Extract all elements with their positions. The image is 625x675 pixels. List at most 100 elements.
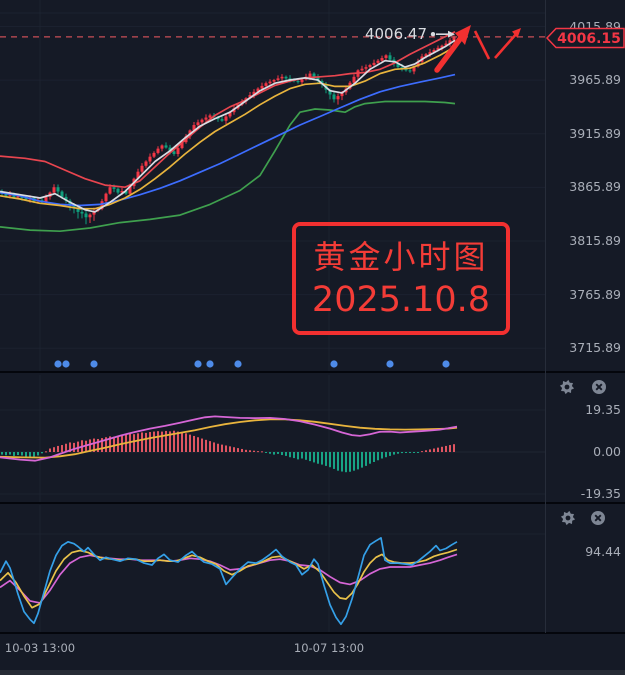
bottom-edge-strip (0, 670, 625, 675)
macd-histogram-bar (321, 452, 323, 465)
macd-histogram-bar (53, 447, 55, 452)
macd-histogram-bar (377, 452, 379, 461)
macd-histogram-bar (397, 452, 399, 454)
macd-histogram-bar (57, 445, 59, 452)
candle-body (196, 122, 200, 126)
macd-histogram-bar (165, 430, 167, 452)
macd-histogram-bar (221, 444, 223, 452)
candle-body (148, 156, 152, 162)
panel-separator-macd-kdj[interactable] (0, 502, 625, 504)
macd-histogram-bar (45, 451, 47, 453)
macd-panel[interactable] (0, 415, 458, 473)
candle-body (268, 81, 272, 84)
forecast-down-stroke (473, 30, 491, 60)
candle-body (152, 152, 156, 157)
kdj-d-line (0, 548, 458, 609)
macd-histogram-bar (277, 452, 279, 454)
macd-settings-icon[interactable] (559, 379, 575, 395)
kdj-settings-icon[interactable] (560, 510, 576, 526)
macd-histogram-bar (309, 452, 311, 462)
macd-histogram-bar (337, 452, 339, 471)
candle-body (388, 55, 392, 60)
candle-body (80, 211, 84, 214)
candle-body (332, 94, 336, 100)
macd-histogram-bar (265, 452, 267, 453)
candle-body (144, 161, 148, 166)
macd-histogram-bar (405, 452, 407, 453)
macd-histogram-bar (357, 452, 359, 470)
macd-close-icon[interactable] (592, 380, 606, 394)
candle-body (364, 67, 368, 69)
macd-histogram-bar (305, 452, 307, 460)
candle-body (156, 148, 160, 153)
price-axis-border (545, 0, 546, 633)
macd-histogram-bar (297, 452, 299, 460)
kdj-panel[interactable] (0, 537, 458, 626)
candle-body (128, 186, 132, 194)
candle-body (116, 188, 120, 193)
signal-dot (386, 360, 394, 368)
macd-histogram-bar (13, 452, 15, 456)
candle-body (440, 45, 444, 48)
candle-body (4, 193, 8, 196)
macd-histogram-bar (261, 451, 263, 453)
macd-histogram-bar (425, 450, 427, 452)
macd-histogram-bar (49, 448, 51, 452)
macd-histogram-bar (157, 431, 159, 452)
gear-hole (564, 384, 570, 390)
candle-body (276, 78, 280, 81)
macd-histogram-bar (245, 449, 247, 452)
candle-body (112, 187, 116, 189)
macd-histogram-bar (169, 431, 171, 452)
candle-body (408, 70, 412, 72)
macd-histogram-bar (345, 452, 347, 473)
candle-body (100, 201, 104, 209)
candle-body (248, 95, 252, 99)
macd-histogram-bar (21, 452, 23, 456)
candle-body (448, 40, 452, 44)
macd-histogram-bar (77, 441, 79, 452)
drawing-annotation-box[interactable]: 黄金小时图 2025.10.8 (292, 222, 510, 335)
candle-body (228, 112, 232, 117)
macd-histogram-bar (133, 434, 135, 452)
macd-histogram-bar (229, 446, 231, 452)
candle-body (172, 151, 176, 154)
macd-histogram-bar (429, 449, 431, 452)
candle-body (192, 125, 196, 131)
macd-histogram-bar (413, 452, 415, 453)
candle-body (104, 193, 108, 202)
macd-histogram-bar (105, 437, 107, 452)
drawn-arrows[interactable] (434, 25, 521, 73)
signal-dot (330, 360, 338, 368)
candle-body (372, 62, 376, 65)
gridlines (0, 12, 545, 453)
macd-histogram-bar (333, 452, 335, 469)
candle-body (60, 191, 64, 197)
candle-body (428, 52, 432, 55)
candle-body (56, 187, 60, 192)
kdj-j-line (0, 553, 458, 604)
macd-histogram-bar (417, 452, 419, 453)
macd-histogram-bar (437, 447, 439, 452)
candle-body (260, 85, 264, 89)
candle-body (168, 147, 172, 152)
candle-body (208, 115, 212, 118)
macd-histogram-bar (257, 451, 259, 453)
candle-body (264, 83, 268, 86)
macd-histogram-bar (433, 448, 435, 452)
candle-body (252, 91, 256, 96)
panel-separator-main-macd[interactable] (0, 371, 625, 373)
close-x-stroke (594, 514, 602, 522)
ma_fast-line (0, 39, 456, 213)
macd-histogram-bar (101, 438, 103, 452)
time-axis-separator (0, 632, 625, 634)
candle-body (336, 96, 340, 100)
forecast-up-stroke (494, 32, 518, 59)
kdj-close-icon[interactable] (591, 511, 605, 525)
signal-dot (62, 360, 70, 368)
macd-histogram-bar (249, 450, 251, 452)
candle-body (180, 142, 184, 149)
candle-body (256, 88, 260, 92)
